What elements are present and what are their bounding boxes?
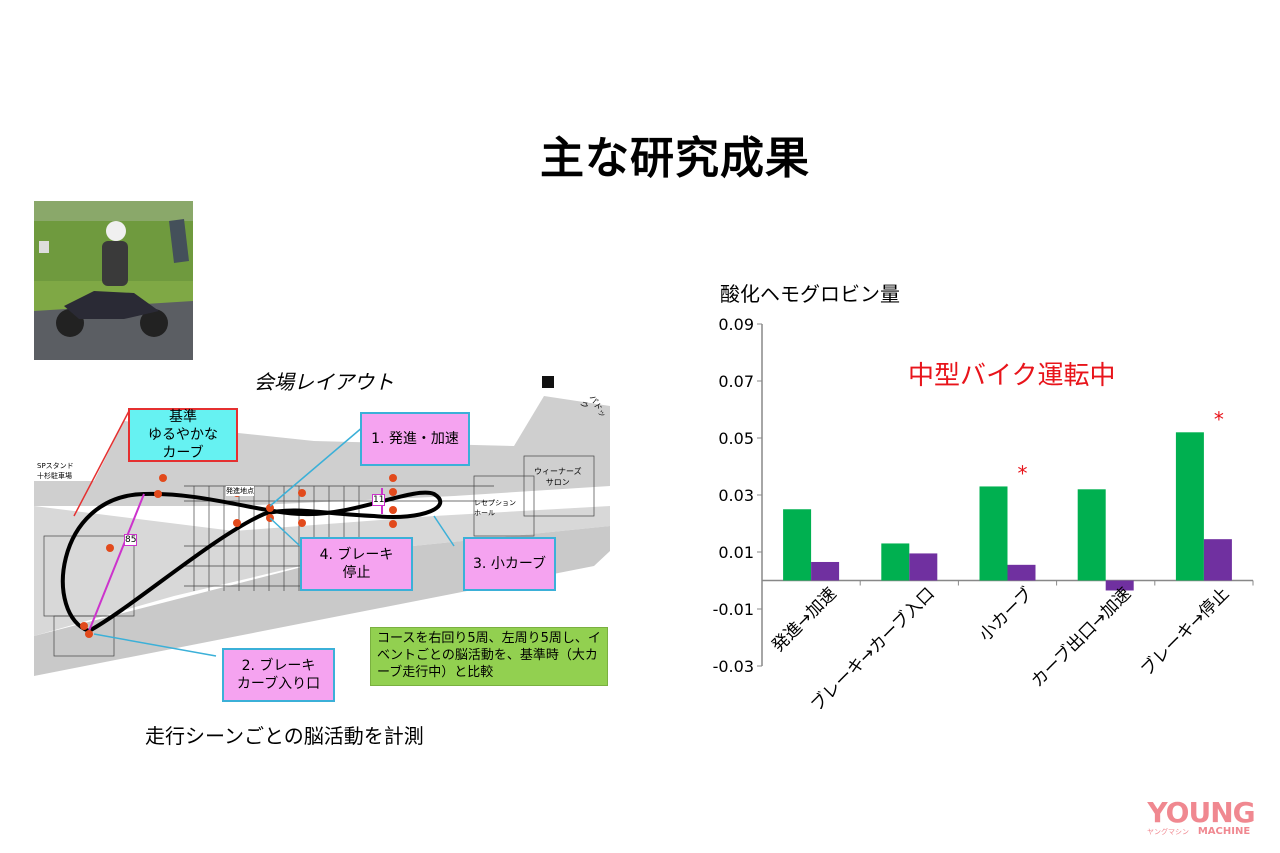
y-tick-label: -0.03 (713, 657, 754, 676)
small-curve-box: 3. 小カーブ (463, 537, 556, 591)
slide-title: 主な研究成果 (540, 133, 810, 184)
chart-title: 酸化ヘモグロビン量 (720, 282, 900, 306)
brake-curve-entry-box: 2. ブレーキ カーブ入り口 (222, 648, 335, 702)
reception-hall-label: レセプション ホール (474, 499, 516, 517)
bar-series2 (1203, 539, 1232, 581)
layout-title: 会場レイアウト (254, 370, 394, 394)
bar-series1 (1175, 432, 1204, 581)
bar-series2 (811, 561, 840, 581)
baseline-curve-box: 基準 ゆるやかな カーブ (128, 408, 238, 462)
bar-series1 (1077, 489, 1106, 581)
start-point-label: 発進地点 (226, 486, 254, 496)
motorcycle-photo (34, 201, 193, 360)
y-tick-label: -0.01 (713, 600, 754, 619)
brake-stop-box: 4. ブレーキ 停止 (300, 537, 413, 591)
bar-series1 (979, 486, 1008, 581)
x-tick-label: ブレーキ→停止 (1136, 583, 1233, 680)
bar-series2 (909, 553, 938, 581)
distance-85-label: 85 (124, 534, 138, 546)
x-tick-label: 発進→加速 (768, 584, 840, 656)
wieners-salon-label: ウィーナーズ サロン (534, 467, 582, 487)
bar-series1 (881, 543, 910, 581)
distance-11-label: 11 (372, 494, 386, 506)
y-tick-label: 0.07 (718, 372, 754, 391)
young-machine-logo: YOUNG MACHINE ヤングマシン (1136, 796, 1266, 841)
start-accel-box: 1. 発進・加速 (360, 412, 470, 466)
venue-layout-diagram: 会場レイアウト SPスタンド 十杉駐車場 パドック ウィーナーズ サロン レセプ… (34, 366, 610, 702)
slide-caption: 走行シーンごとの脳活動を計測 (145, 724, 424, 748)
svg-text:YOUNG: YOUNG (1146, 797, 1254, 829)
bar-series1 (783, 509, 812, 581)
significance-marker: * (1018, 461, 1028, 485)
y-tick-label: 0.01 (718, 543, 754, 562)
chart-annotation: 中型バイク運転中 (908, 361, 1116, 391)
bar-series2 (1007, 564, 1036, 581)
svg-text:ヤングマシン: ヤングマシン (1147, 827, 1189, 836)
y-tick-label: 0.05 (718, 429, 754, 448)
x-tick-label: 小カーブ (975, 583, 1037, 645)
method-note: コースを右回り5周、左周り5周し、イベントごとの脳活動を、基準時（大カーブ走行中… (370, 627, 608, 686)
svg-text:MACHINE: MACHINE (1198, 826, 1250, 837)
bar-series2 (1105, 580, 1134, 591)
significance-marker: * (1214, 407, 1224, 431)
y-tick-label: 0.09 (718, 315, 754, 334)
x-tick-label: カーブ出口→加速 (1027, 583, 1135, 691)
y-tick-label: 0.03 (718, 486, 754, 505)
sp-stand-label: SPスタンド 十杉駐車場 (37, 462, 74, 480)
